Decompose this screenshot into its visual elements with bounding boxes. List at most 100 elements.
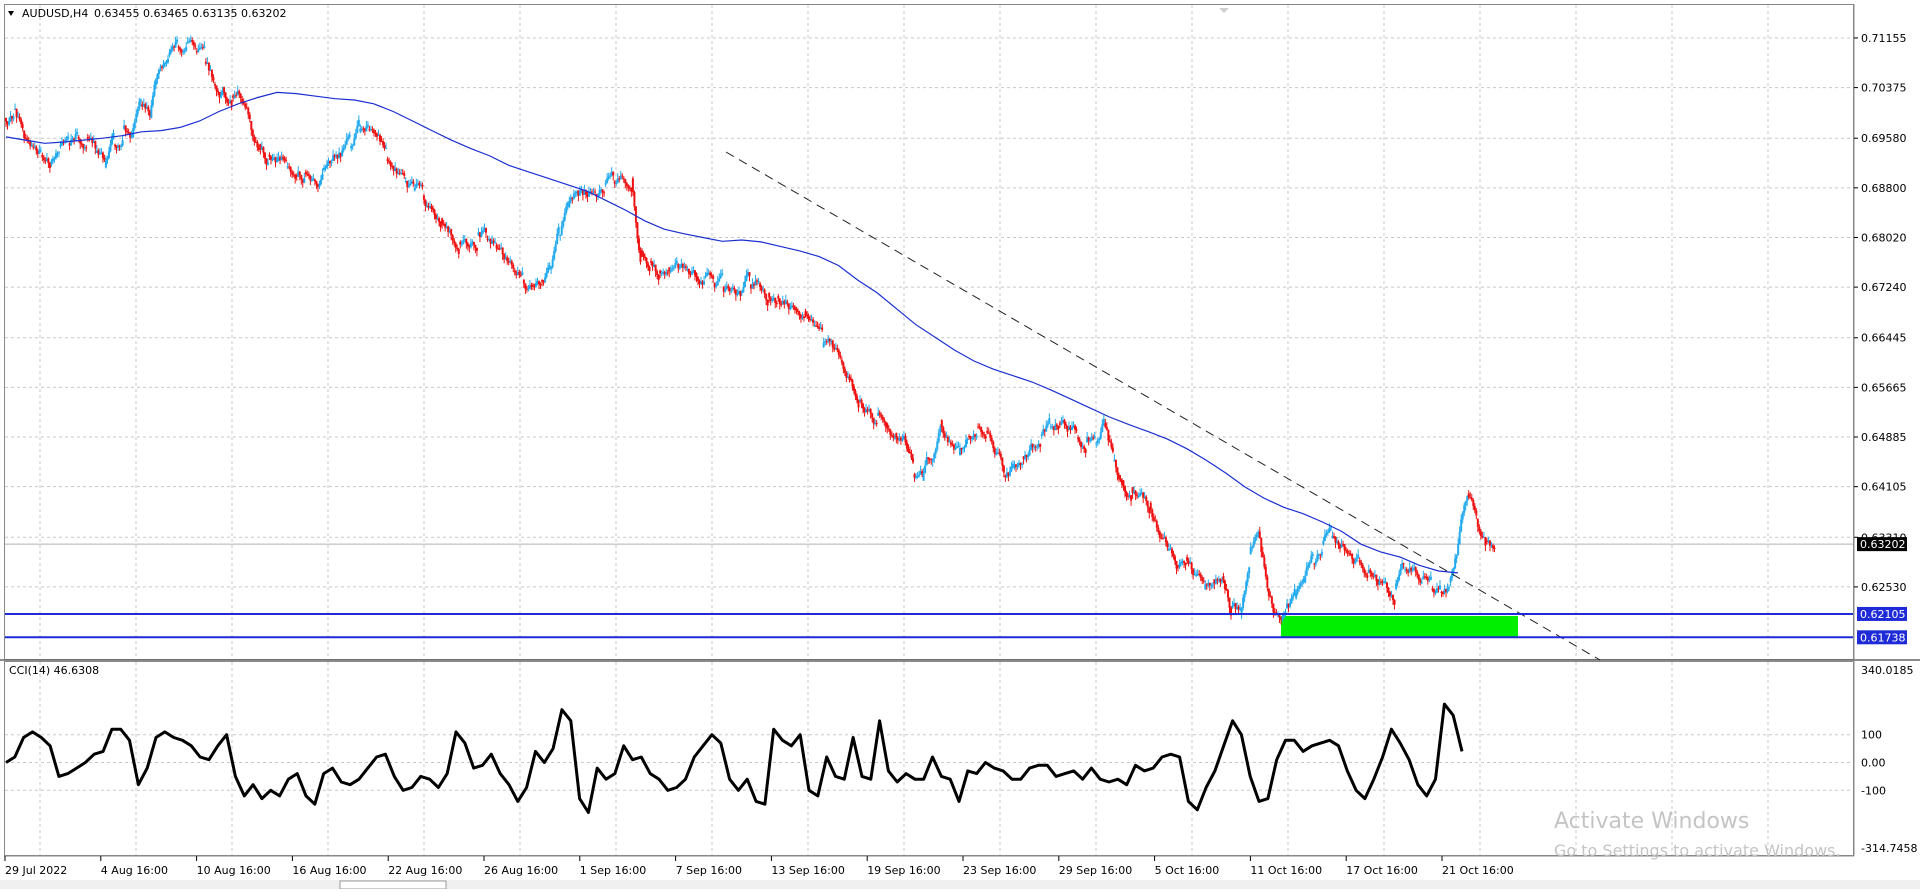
candle-body — [1223, 580, 1226, 590]
candle-body — [630, 188, 633, 192]
candle-body — [1286, 603, 1289, 608]
candle-body — [23, 130, 26, 138]
candle-body — [557, 226, 560, 234]
candle-body — [362, 128, 365, 130]
time-axis-label: 7 Sep 16:00 — [676, 864, 742, 877]
candle-body — [456, 248, 459, 250]
candle-body — [498, 248, 501, 250]
horizontal-lines[interactable] — [5, 612, 1853, 639]
candle-body — [433, 209, 436, 215]
candle-body — [875, 422, 878, 424]
candle-body — [1405, 569, 1408, 571]
candle-body — [191, 39, 194, 42]
candle-body — [1428, 579, 1431, 581]
cci-axis-label: 0.00 — [1861, 757, 1886, 770]
candle-body — [893, 437, 896, 439]
candle-body — [781, 301, 784, 305]
candle-body — [282, 156, 285, 159]
candle-body — [11, 116, 14, 119]
candle-body — [1299, 583, 1302, 586]
candle-body — [954, 447, 957, 450]
price-axis[interactable]: 0.71155 0.70375 0.69580 0.68800 0.68020 0.672… — [1854, 32, 1907, 645]
candle-body — [971, 438, 974, 440]
candle-body — [126, 131, 129, 133]
cci-axis[interactable]: 340.0185 100 0.00 -100 -314.7458 — [1861, 664, 1917, 855]
candle-body — [1261, 551, 1264, 558]
candle-body — [1049, 426, 1052, 428]
candle-body — [915, 476, 918, 478]
candle-body — [388, 161, 391, 163]
candle-body — [1337, 541, 1340, 546]
cci-line — [5, 702, 1464, 814]
candle-body — [268, 154, 271, 157]
candle-body — [1387, 587, 1390, 593]
candle-body — [1193, 573, 1196, 576]
candle-body — [793, 306, 796, 310]
candle-body — [952, 444, 955, 450]
candle-body — [404, 180, 407, 182]
candle-body — [1219, 579, 1222, 583]
candle-body — [201, 47, 204, 49]
candle-body — [740, 292, 743, 294]
candle-body — [1319, 554, 1322, 556]
collapse-triangle-icon[interactable] — [8, 11, 14, 16]
candle-body — [613, 181, 616, 184]
candle-body — [1192, 569, 1195, 576]
candle-body — [1467, 493, 1470, 498]
candle-body — [845, 372, 848, 378]
candle-body — [684, 266, 687, 268]
candle-body — [751, 283, 754, 289]
candle-body — [1213, 579, 1216, 584]
candle-body — [1101, 424, 1104, 433]
moving-average-path — [5, 91, 1459, 574]
candle-body — [722, 286, 725, 292]
candle-body — [371, 129, 374, 131]
chart-shift-marker-icon[interactable] — [1219, 8, 1229, 13]
candle-body — [436, 218, 439, 220]
dashed-trendline[interactable] — [725, 151, 1601, 661]
candle-body — [1018, 463, 1021, 466]
candle-body — [647, 263, 650, 267]
candle-body — [1458, 531, 1461, 545]
candle-body — [1332, 536, 1335, 538]
candle-body — [594, 191, 597, 193]
chart-tab[interactable] — [339, 880, 447, 890]
candle-body — [80, 143, 83, 145]
candle-body — [610, 171, 613, 176]
candle-body — [307, 174, 310, 176]
candle-body — [1420, 582, 1423, 584]
candle-body — [1279, 617, 1282, 620]
candle-body — [1055, 424, 1058, 427]
candle-body — [890, 434, 893, 436]
candle-body — [379, 135, 382, 142]
candle-body — [1402, 563, 1405, 565]
candle-body — [852, 386, 855, 391]
candle-body — [280, 156, 283, 161]
bottom-tabs-strip[interactable] — [0, 880, 1920, 889]
candle-body — [212, 77, 215, 81]
candle-body — [1310, 555, 1313, 563]
support-zone-rect — [1281, 615, 1518, 638]
candle-body — [51, 158, 54, 162]
candle-body — [115, 145, 118, 148]
candle-body — [1410, 567, 1413, 571]
candle-body — [1366, 574, 1369, 578]
candle-body — [930, 458, 933, 460]
candle-body — [127, 131, 130, 133]
candle-body — [1479, 531, 1482, 537]
candle-body — [987, 432, 990, 434]
candle-body — [836, 348, 839, 351]
candlesticks — [5, 35, 1496, 625]
candle-body — [132, 128, 135, 137]
time-axis-label: 17 Oct 16:00 — [1346, 864, 1418, 877]
candle-body — [1092, 437, 1095, 439]
candle-body — [235, 95, 238, 97]
trendline[interactable] — [725, 151, 1601, 661]
candle-body — [103, 158, 106, 160]
candle-body — [167, 58, 170, 63]
time-axis[interactable]: 29 Jul 2022 4 Aug 16:00 10 Aug 16:00 16 Aug… — [4, 856, 1514, 877]
candle-body — [438, 218, 441, 223]
candle-body — [813, 325, 816, 327]
candle-body — [1248, 567, 1251, 574]
